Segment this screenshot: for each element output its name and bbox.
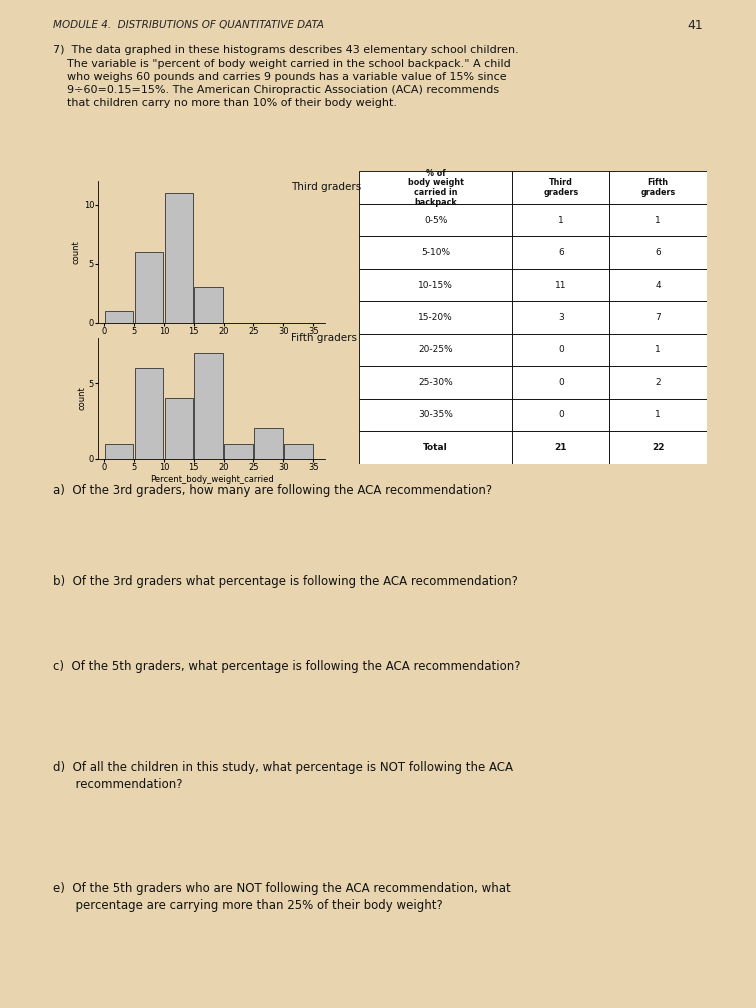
Bar bbox=[512, 171, 609, 204]
Text: 21: 21 bbox=[555, 443, 567, 452]
Bar bbox=[512, 269, 609, 301]
Text: 0: 0 bbox=[558, 378, 564, 387]
Bar bbox=[194, 287, 223, 323]
Text: Fifth graders: Fifth graders bbox=[291, 333, 357, 343]
Bar bbox=[359, 366, 512, 399]
Bar bbox=[609, 301, 707, 334]
Bar bbox=[135, 252, 163, 323]
Bar bbox=[359, 269, 512, 301]
Bar bbox=[359, 171, 512, 204]
Bar bbox=[105, 310, 134, 323]
Bar bbox=[135, 368, 163, 459]
Y-axis label: count: count bbox=[77, 386, 86, 410]
Bar bbox=[512, 334, 609, 366]
Bar bbox=[165, 194, 194, 323]
Bar bbox=[359, 431, 512, 464]
X-axis label: Percent_body_weight_carried: Percent_body_weight_carried bbox=[150, 339, 274, 348]
Text: 1: 1 bbox=[655, 346, 661, 355]
Text: 15-20%: 15-20% bbox=[418, 313, 453, 322]
Text: 0: 0 bbox=[558, 346, 564, 355]
Text: 2: 2 bbox=[655, 378, 661, 387]
Bar bbox=[359, 399, 512, 431]
Text: Third
graders: Third graders bbox=[543, 178, 578, 197]
Bar bbox=[512, 399, 609, 431]
Text: 1: 1 bbox=[558, 216, 564, 225]
Text: 1: 1 bbox=[655, 216, 661, 225]
Bar bbox=[512, 204, 609, 236]
Bar bbox=[609, 399, 707, 431]
Text: 5-10%: 5-10% bbox=[421, 248, 450, 257]
Bar bbox=[165, 398, 194, 459]
Text: 20-25%: 20-25% bbox=[418, 346, 453, 355]
Text: 3: 3 bbox=[558, 313, 564, 322]
Text: 25-30%: 25-30% bbox=[418, 378, 453, 387]
Text: 22: 22 bbox=[652, 443, 665, 452]
Text: 11: 11 bbox=[555, 280, 566, 289]
Text: 10-15%: 10-15% bbox=[418, 280, 453, 289]
Text: 30-35%: 30-35% bbox=[418, 410, 453, 419]
Text: 7)  The data graphed in these histograms describes 43 elementary school children: 7) The data graphed in these histograms … bbox=[53, 45, 519, 108]
X-axis label: Percent_body_weight_carried: Percent_body_weight_carried bbox=[150, 475, 274, 484]
Text: 1: 1 bbox=[655, 410, 661, 419]
Bar bbox=[609, 171, 707, 204]
Bar bbox=[194, 353, 223, 459]
Bar bbox=[609, 366, 707, 399]
Text: a)  Of the 3rd graders, how many are following the ACA recommendation?: a) Of the 3rd graders, how many are foll… bbox=[53, 484, 492, 497]
Bar bbox=[105, 444, 134, 459]
Bar bbox=[284, 444, 312, 459]
Y-axis label: count: count bbox=[72, 240, 81, 264]
Text: Total: Total bbox=[423, 443, 448, 452]
Bar bbox=[359, 236, 512, 269]
Text: MODULE 4.  DISTRIBUTIONS OF QUANTITATIVE DATA: MODULE 4. DISTRIBUTIONS OF QUANTITATIVE … bbox=[53, 20, 324, 30]
Bar bbox=[359, 301, 512, 334]
Bar bbox=[512, 301, 609, 334]
Bar bbox=[512, 431, 609, 464]
Text: c)  Of the 5th graders, what percentage is following the ACA recommendation?: c) Of the 5th graders, what percentage i… bbox=[53, 660, 520, 673]
Text: e)  Of the 5th graders who are NOT following the ACA recommendation, what
      : e) Of the 5th graders who are NOT follow… bbox=[53, 882, 510, 911]
Text: 4: 4 bbox=[655, 280, 661, 289]
Bar bbox=[359, 334, 512, 366]
Bar bbox=[609, 269, 707, 301]
Bar bbox=[609, 236, 707, 269]
Text: 6: 6 bbox=[655, 248, 661, 257]
Bar bbox=[225, 444, 253, 459]
Text: Third graders: Third graders bbox=[291, 181, 361, 192]
Text: 6: 6 bbox=[558, 248, 564, 257]
Bar bbox=[609, 204, 707, 236]
Text: d)  Of all the children in this study, what percentage is NOT following the ACA
: d) Of all the children in this study, wh… bbox=[53, 761, 513, 790]
Bar bbox=[512, 366, 609, 399]
Text: % of
body weight
carried in
backpack: % of body weight carried in backpack bbox=[407, 168, 463, 207]
Text: 0-5%: 0-5% bbox=[424, 216, 448, 225]
Text: 41: 41 bbox=[687, 19, 703, 31]
Bar bbox=[359, 204, 512, 236]
Bar bbox=[609, 334, 707, 366]
Text: Fifth
graders: Fifth graders bbox=[640, 178, 676, 197]
Bar bbox=[512, 236, 609, 269]
Text: 0: 0 bbox=[558, 410, 564, 419]
Text: 7: 7 bbox=[655, 313, 661, 322]
Text: b)  Of the 3rd graders what percentage is following the ACA recommendation?: b) Of the 3rd graders what percentage is… bbox=[53, 575, 518, 588]
Bar bbox=[254, 428, 283, 459]
Bar bbox=[609, 431, 707, 464]
